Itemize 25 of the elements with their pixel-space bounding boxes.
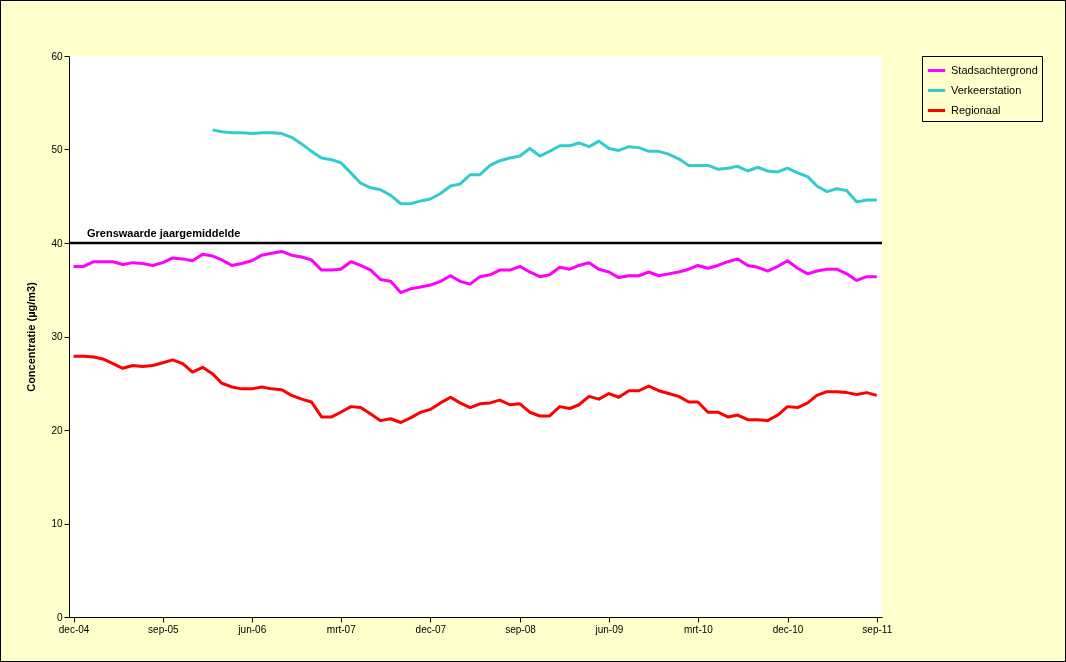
x-tick-label: jun-06 bbox=[237, 623, 267, 635]
x-tick-label: dec-07 bbox=[415, 623, 447, 635]
legend-label: Stadsachtergrond bbox=[951, 63, 1038, 76]
x-tick-label: mrt-10 bbox=[683, 623, 714, 635]
x-tick-label: sep-08 bbox=[505, 623, 537, 635]
line-series bbox=[72, 354, 879, 425]
x-tick-label: sep-11 bbox=[862, 623, 893, 635]
x-tick-label: mrt-07 bbox=[326, 623, 357, 635]
x-tick-label: dec-04 bbox=[58, 623, 90, 635]
legend-label: Regionaal bbox=[951, 103, 1001, 116]
y-tick-label: 0 bbox=[56, 611, 63, 623]
y-tick-label: 50 bbox=[51, 144, 63, 155]
y-tick-label: 20 bbox=[51, 424, 63, 436]
y-tick-label: 40 bbox=[51, 237, 63, 249]
x-tick-label: sep-05 bbox=[148, 623, 180, 635]
x-tick-label: dec-10 bbox=[772, 623, 804, 635]
legend-label: Verkeerstation bbox=[951, 83, 1022, 96]
line-series bbox=[211, 128, 879, 206]
y-tick-label: 60 bbox=[51, 50, 63, 62]
y-tick-label: 10 bbox=[51, 518, 63, 529]
y-axis-title: Concentratie (µg/m3) bbox=[25, 281, 38, 392]
ref-line-label: Grenswaarde jaargemiddelde bbox=[87, 227, 241, 239]
y-tick-label: 30 bbox=[51, 331, 63, 342]
line-series bbox=[72, 249, 879, 295]
x-tick-label: jun-09 bbox=[594, 623, 624, 635]
